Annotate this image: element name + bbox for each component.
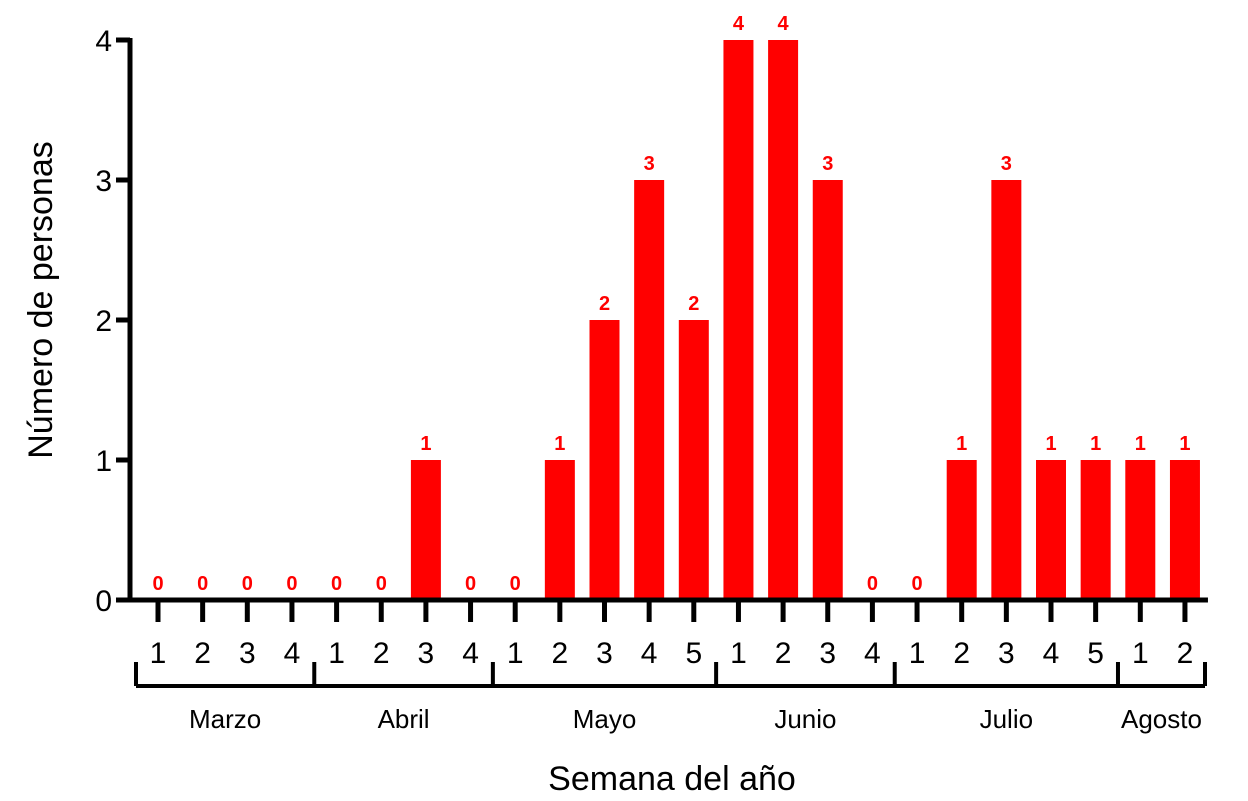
data-label: 2 bbox=[688, 293, 699, 315]
data-label: 3 bbox=[644, 153, 655, 175]
bar bbox=[678, 320, 709, 600]
y-tick-label: 1 bbox=[95, 445, 112, 478]
month-label: Agosto bbox=[1121, 704, 1202, 734]
x-tick-label: 1 bbox=[150, 637, 167, 670]
month-label: Abril bbox=[378, 704, 430, 734]
data-label: 0 bbox=[867, 573, 878, 595]
x-tick-label: 4 bbox=[1043, 637, 1060, 670]
y-tick-label: 4 bbox=[95, 25, 112, 58]
bar bbox=[544, 460, 575, 600]
x-tick-label: 4 bbox=[284, 637, 301, 670]
data-label: 3 bbox=[822, 153, 833, 175]
x-tick-label: 4 bbox=[641, 637, 658, 670]
x-tick-label: 1 bbox=[1132, 637, 1149, 670]
data-label: 0 bbox=[465, 573, 476, 595]
x-tick-label: 2 bbox=[194, 637, 211, 670]
x-tick-label: 4 bbox=[864, 637, 881, 670]
data-label: 0 bbox=[331, 573, 342, 595]
x-tick-label: 1 bbox=[328, 637, 345, 670]
y-tick-label: 2 bbox=[95, 305, 112, 338]
y-axis: 0 1 2 3 4 bbox=[95, 25, 133, 618]
x-tick-label: 3 bbox=[239, 637, 256, 670]
bar bbox=[768, 40, 799, 600]
data-label: 0 bbox=[286, 573, 297, 595]
x-tick-label: 1 bbox=[909, 637, 926, 670]
x-tick-label: 1 bbox=[730, 637, 747, 670]
data-label: 1 bbox=[956, 433, 967, 455]
x-tick-label: 2 bbox=[552, 637, 569, 670]
bar bbox=[991, 180, 1022, 600]
bar bbox=[1080, 460, 1111, 600]
month-axis: Marzo Abril Mayo Junio Julio Agosto bbox=[134, 662, 1207, 734]
data-label: 1 bbox=[1135, 433, 1146, 455]
bar bbox=[410, 460, 441, 600]
x-tick-label: 5 bbox=[685, 637, 702, 670]
month-label: Julio bbox=[980, 704, 1033, 734]
x-tick-label: 4 bbox=[462, 637, 479, 670]
bar bbox=[723, 40, 754, 600]
x-tick-label: 5 bbox=[1087, 637, 1104, 670]
data-label: 4 bbox=[733, 13, 745, 35]
x-tick-label: 3 bbox=[418, 637, 435, 670]
y-tick-label: 3 bbox=[95, 165, 112, 198]
data-label: 0 bbox=[242, 573, 253, 595]
data-label: 0 bbox=[510, 573, 521, 595]
month-label: Marzo bbox=[189, 704, 261, 734]
data-label: 4 bbox=[778, 13, 790, 35]
x-axis-title: Semana del año bbox=[548, 760, 796, 798]
data-label: 1 bbox=[554, 433, 565, 455]
data-label: 3 bbox=[1001, 153, 1012, 175]
x-tick-label: 2 bbox=[1177, 637, 1194, 670]
bar bbox=[812, 180, 843, 600]
x-tick-label: 2 bbox=[953, 637, 970, 670]
data-label: 0 bbox=[911, 573, 922, 595]
data-label: 0 bbox=[152, 573, 163, 595]
x-tick-label: 3 bbox=[819, 637, 836, 670]
bar bbox=[1036, 460, 1066, 600]
bar bbox=[946, 460, 977, 600]
x-tick-label: 3 bbox=[596, 637, 613, 670]
bar bbox=[634, 180, 665, 600]
x-tick-label: 2 bbox=[775, 637, 792, 670]
x-tick-label: 3 bbox=[998, 637, 1015, 670]
y-tick-label: 0 bbox=[95, 585, 112, 618]
data-label: 0 bbox=[376, 573, 387, 595]
y-axis-title: Número de personas bbox=[22, 141, 60, 459]
data-label: 0 bbox=[197, 573, 208, 595]
bar bbox=[589, 320, 620, 600]
x-tick-label: 2 bbox=[373, 637, 390, 670]
x-tick-label: 1 bbox=[507, 637, 524, 670]
data-label: 2 bbox=[599, 293, 610, 315]
bar bbox=[1169, 460, 1200, 600]
month-label: Junio bbox=[774, 704, 836, 734]
data-label: 1 bbox=[1090, 433, 1101, 455]
bars bbox=[410, 40, 1200, 600]
data-label: 1 bbox=[420, 433, 431, 455]
data-label: 1 bbox=[1179, 433, 1190, 455]
data-labels: 0 0 0 0 0 0 1 0 0 1 2 3 2 4 4 3 0 0 1 3 1 1 1 1 bbox=[152, 13, 1190, 595]
data-label: 1 bbox=[1045, 433, 1056, 455]
bar bbox=[1125, 460, 1156, 600]
month-label: Mayo bbox=[573, 704, 637, 734]
